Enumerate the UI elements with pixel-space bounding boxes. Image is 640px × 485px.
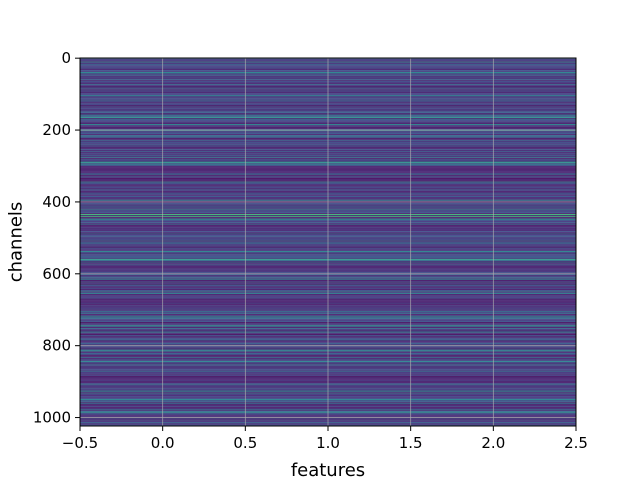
y-tick-label: 1000 [33, 409, 71, 427]
x-tick-label: 2.0 [481, 434, 505, 452]
y-tick-label: 600 [42, 265, 71, 283]
y-tick-label: 800 [42, 337, 71, 355]
x-tick-label: 1.5 [399, 434, 423, 452]
x-tick-label: −0.5 [62, 434, 98, 452]
x-axis-ticks: −0.5 0.0 0.5 1.0 1.5 2.0 2.5 [62, 426, 588, 452]
y-axis-label: channels [6, 202, 27, 283]
y-tick-label: 200 [42, 121, 71, 139]
x-axis-label: features [291, 460, 365, 480]
y-tick-label: 0 [61, 49, 71, 67]
x-tick-label: 0.0 [151, 434, 175, 452]
grid-lines [79, 57, 577, 426]
x-tick-label: 2.5 [564, 434, 588, 452]
y-tick-label: 400 [42, 193, 71, 211]
x-tick-label: 1.0 [316, 434, 340, 452]
x-tick-label: 0.5 [233, 434, 257, 452]
y-axis-ticks: 0 200 400 600 800 1000 [33, 49, 80, 427]
